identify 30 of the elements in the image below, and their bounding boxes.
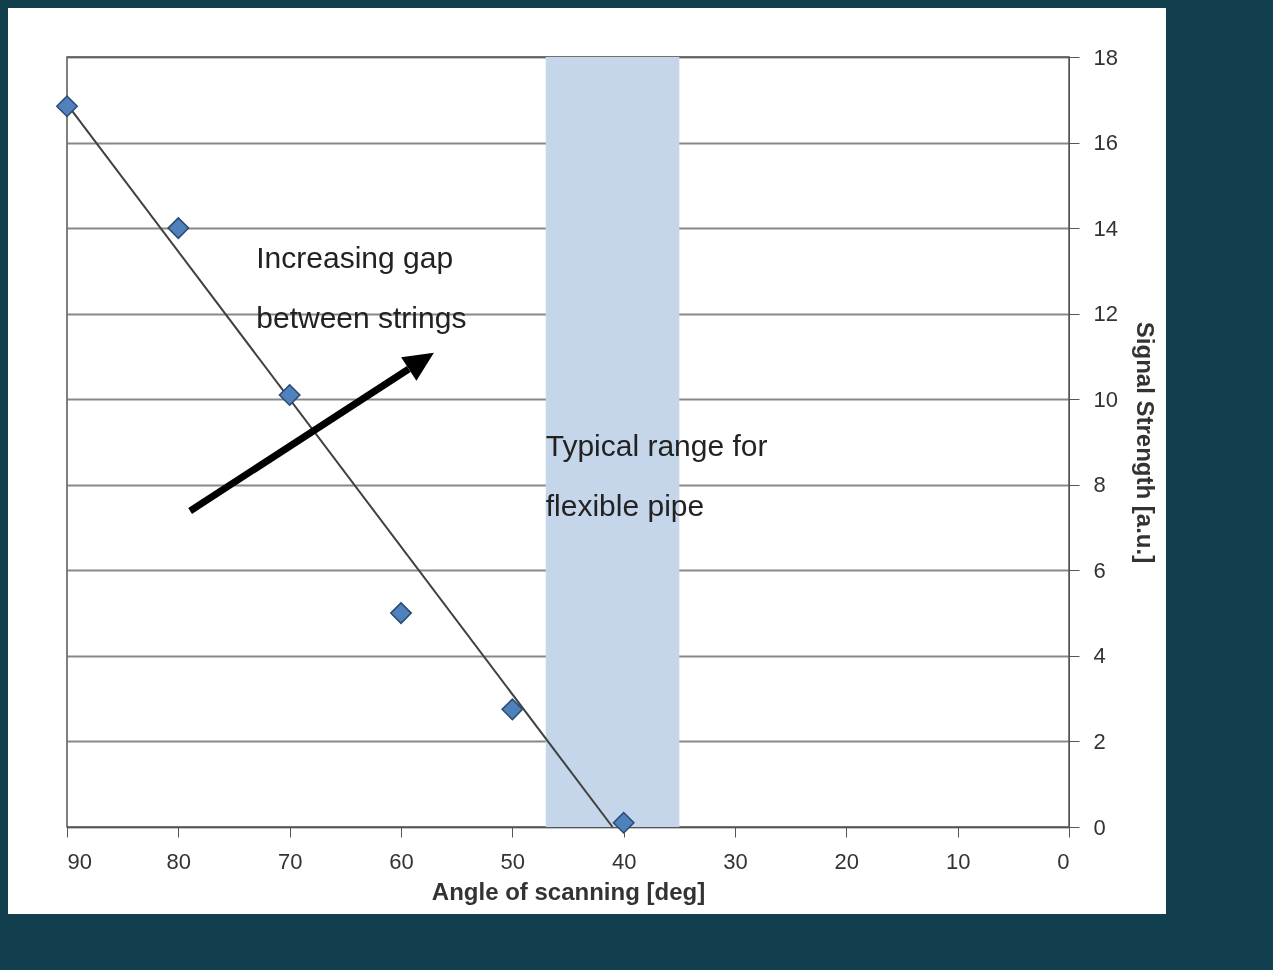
x-tick-label: 70 bbox=[277, 848, 303, 874]
x-tick-label: 20 bbox=[834, 848, 860, 874]
point bbox=[278, 383, 301, 406]
y-axis-title: Signal Strength [a.u.] bbox=[1131, 321, 1159, 564]
y-tick-label: 16 bbox=[1093, 130, 1118, 156]
x-axis-title: Angle of scanning [deg] bbox=[431, 877, 706, 905]
x-tick-label: 90 bbox=[67, 848, 92, 874]
point bbox=[390, 602, 412, 625]
y-tick-label: 4 bbox=[1093, 643, 1106, 669]
x-tick-label: 50 bbox=[500, 848, 526, 874]
y-tick-label: 10 bbox=[1093, 386, 1118, 412]
y-tick-label: 12 bbox=[1093, 301, 1118, 327]
point bbox=[167, 217, 190, 240]
point bbox=[612, 811, 635, 834]
x-tick-label: 30 bbox=[723, 848, 748, 874]
y-tick-label: 6 bbox=[1093, 557, 1106, 583]
y-tick-label: 8 bbox=[1093, 472, 1106, 498]
y-tick-label: 0 bbox=[1093, 814, 1106, 840]
x-tick-label: 10 bbox=[945, 848, 971, 874]
band-label: Typical range for flexible pipe bbox=[545, 429, 768, 522]
y-tick-label: 18 bbox=[1093, 44, 1118, 70]
x-tick-label: 60 bbox=[389, 848, 414, 874]
x-tick-label: 80 bbox=[166, 848, 192, 874]
y-tick-label: 2 bbox=[1093, 728, 1106, 754]
x-tick-label: 40 bbox=[611, 848, 637, 874]
annotation: Increasing gap between strings bbox=[256, 240, 467, 334]
x-tick-label: 0 bbox=[1057, 848, 1070, 874]
point bbox=[501, 698, 524, 721]
point bbox=[56, 95, 78, 118]
y-tick-label: 14 bbox=[1093, 215, 1118, 241]
